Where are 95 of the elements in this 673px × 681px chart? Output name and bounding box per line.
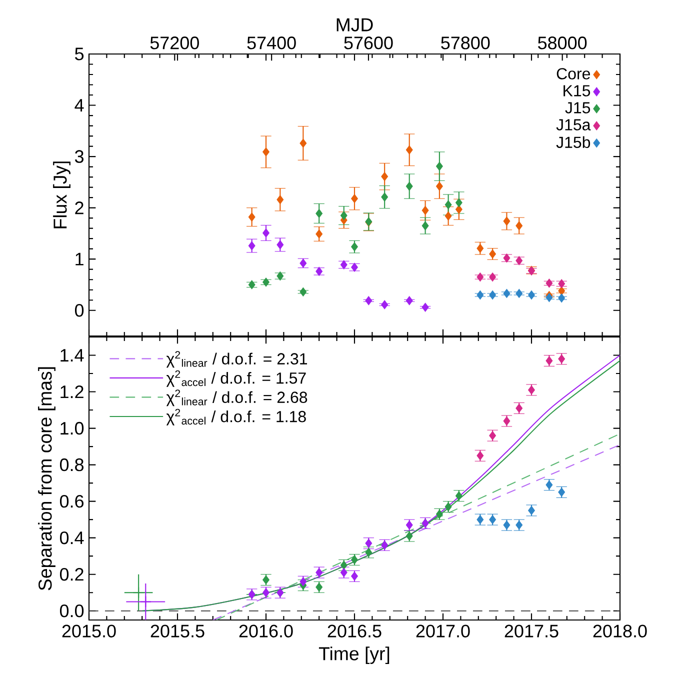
point [351, 572, 358, 581]
y-tick-label: 0.2 [60, 568, 84, 581]
y-axis-title: Flux [Jy] [53, 162, 70, 228]
legend-label: J15b [556, 136, 590, 148]
y-tick-label: 2 [75, 202, 84, 214]
point [406, 182, 413, 191]
point [422, 206, 429, 215]
y-tick-label: 0.8 [60, 458, 84, 472]
point [455, 491, 462, 500]
point [351, 242, 358, 252]
y-tick-label: 1.2 [60, 385, 84, 398]
point [503, 216, 510, 226]
y-tick-label: 0.4 [60, 531, 84, 544]
y-tick-label: 1 [76, 252, 84, 266]
point [381, 172, 388, 182]
point [248, 241, 256, 250]
point [316, 568, 323, 578]
legend-label: J15a [556, 119, 591, 130]
x-tick-label: 2016.5 [328, 624, 382, 638]
point [503, 254, 510, 263]
legend-label: J15 [565, 102, 590, 114]
point [316, 582, 323, 592]
x-tick-label: 2018.0 [593, 624, 647, 638]
x-tick-label: 2017.0 [416, 624, 470, 638]
point [316, 208, 323, 218]
point [476, 244, 484, 253]
x2-tick-label: 57200 [150, 36, 199, 50]
point [406, 296, 413, 306]
legend-label: χ$^{2}$$_{linear}$ / d.o.f. = 2.68 [166, 390, 308, 406]
point [516, 256, 523, 266]
point [436, 510, 443, 519]
point [406, 145, 413, 154]
legend-label: Core [556, 68, 590, 80]
point [316, 266, 323, 276]
y-tick-label: 0 [74, 304, 84, 317]
point [444, 200, 452, 210]
x-tick-label: 2017.5 [504, 624, 558, 638]
point [528, 385, 535, 394]
point [140, 596, 152, 608]
point [436, 162, 443, 171]
point [351, 194, 358, 204]
y-tick-label: 5 [74, 48, 84, 60]
point [489, 431, 496, 440]
legend-label: K15 [564, 85, 590, 96]
y-tick-label: 0.6 [60, 494, 84, 508]
x2-tick-label: 57800 [441, 36, 490, 50]
point [262, 278, 270, 287]
point [436, 182, 443, 191]
point [489, 290, 496, 300]
legend-label: χ$^{2}$$_{accel}$ / d.o.f. = 1.57 [166, 370, 306, 387]
point [528, 506, 535, 515]
x2-tick-label: 57600 [344, 36, 393, 50]
point [381, 300, 388, 310]
point [316, 229, 323, 238]
point [300, 138, 307, 148]
x2-axis-title: MJD [336, 18, 373, 32]
x2-tick-label: 57400 [247, 36, 296, 50]
point [262, 147, 270, 156]
point [422, 302, 429, 312]
point [300, 287, 307, 296]
point [528, 290, 535, 300]
point [558, 488, 566, 497]
y-tick-label: 3 [74, 150, 84, 163]
point [262, 228, 270, 238]
point [381, 192, 388, 202]
point [489, 249, 496, 258]
point [455, 198, 462, 208]
y-tick-label: 1.4 [60, 349, 84, 362]
point [276, 271, 284, 281]
point [340, 260, 348, 270]
y-tick-label: 4 [74, 99, 84, 112]
point [489, 272, 496, 282]
x-tick-label: 2015.0 [62, 624, 116, 638]
point [489, 515, 496, 524]
point [516, 221, 523, 230]
y-tick-label: 1.0 [60, 422, 84, 435]
x2-tick-label: 58000 [538, 36, 587, 50]
point [248, 280, 256, 290]
x-tick-label: 2015.5 [150, 624, 204, 638]
point [276, 240, 284, 250]
point [422, 221, 429, 230]
point [351, 262, 358, 272]
x-tick-label: 2016.0 [239, 624, 293, 638]
y-tick-label: 0.0 [60, 604, 84, 618]
y-axis-title: Separation from core [mas] [38, 367, 56, 590]
point [262, 588, 270, 598]
point [132, 586, 144, 598]
point [276, 195, 284, 204]
point [262, 575, 270, 584]
x-axis-title: Time [yr] [318, 646, 390, 664]
point [248, 212, 256, 222]
legend-label: χ$^{2}$$_{accel}$ / d.o.f. = 1.18 [166, 408, 306, 426]
point [351, 555, 358, 564]
legend-label: χ$^{2}$$_{linear}$ / d.o.f. = 2.31 [166, 351, 308, 368]
point [365, 296, 372, 306]
